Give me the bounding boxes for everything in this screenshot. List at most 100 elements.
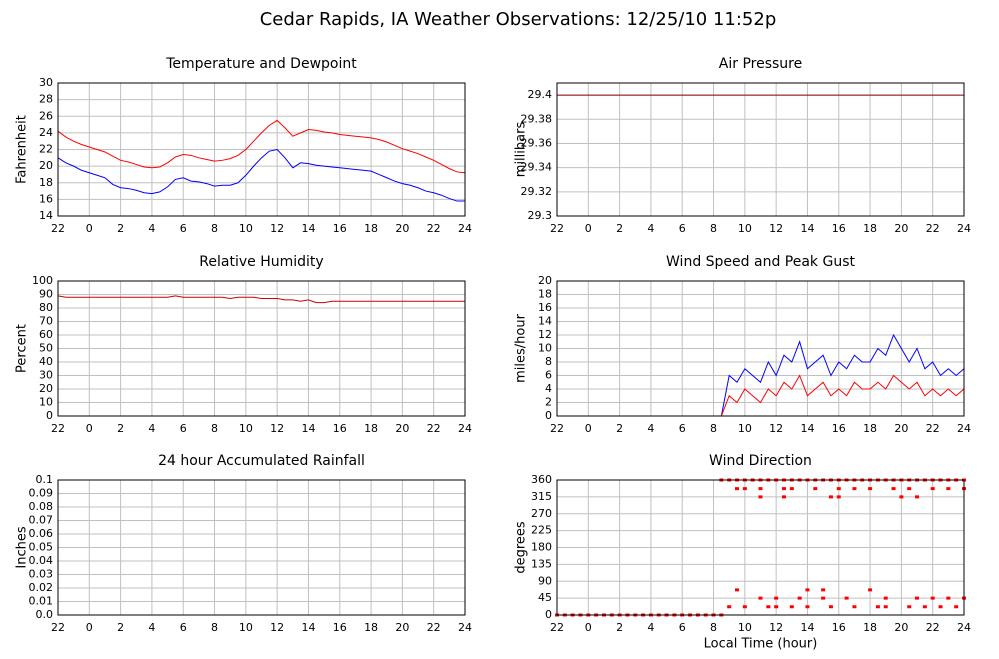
x-tick-label: 8 xyxy=(211,222,218,235)
y-tick-label: 90 xyxy=(538,574,552,587)
y-tick-label: 0.09 xyxy=(29,487,54,500)
x-tick-label: 4 xyxy=(148,422,155,435)
data-point xyxy=(883,596,888,600)
x-tick-label: 22 xyxy=(427,422,441,435)
data-point xyxy=(735,588,740,592)
data-point xyxy=(915,596,920,600)
data-point xyxy=(758,487,763,491)
y-tick-label: 29.3 xyxy=(528,209,553,222)
x-tick-label: 6 xyxy=(180,422,187,435)
data-point xyxy=(813,487,818,491)
figure-title: Cedar Rapids, IA Weather Observations: 1… xyxy=(260,9,777,30)
x-tick-label: 12 xyxy=(769,621,783,634)
data-point xyxy=(797,596,802,600)
y-tick-label: 40 xyxy=(39,355,53,368)
y-tick-label: 225 xyxy=(531,524,552,537)
y-axis-label: Percent xyxy=(15,324,30,373)
x-tick-label: 8 xyxy=(211,621,218,634)
data-point xyxy=(821,588,826,592)
data-line xyxy=(57,295,465,304)
x-tick-label: 8 xyxy=(710,222,717,235)
data-point xyxy=(828,605,833,609)
y-tick-label: 10 xyxy=(39,396,53,409)
x-tick-label: 18 xyxy=(364,222,378,235)
x-tick-label: 24 xyxy=(458,621,472,634)
y-tick-label: 14 xyxy=(538,315,552,328)
data-point xyxy=(883,605,888,609)
data-point xyxy=(828,495,833,499)
data-point xyxy=(766,605,771,609)
y-tick-label: 8 xyxy=(545,355,552,368)
y-tick-label: 0.03 xyxy=(29,568,54,581)
y-tick-label: 20 xyxy=(538,274,552,287)
x-tick-label: 20 xyxy=(395,222,409,235)
y-tick-label: 16 xyxy=(538,301,552,314)
y-tick-label: 0.01 xyxy=(29,595,54,608)
x-tick-label: 20 xyxy=(894,222,908,235)
x-tick-label: 22 xyxy=(926,621,940,634)
subplot-title: Temperature and Dewpoint xyxy=(165,56,357,72)
x-tick-label: 10 xyxy=(239,422,253,435)
x-tick-label: 16 xyxy=(333,222,347,235)
subplot-title: Wind Speed and Peak Gust xyxy=(666,254,855,270)
x-tick-label: 18 xyxy=(364,422,378,435)
x-tick-label: 22 xyxy=(926,222,940,235)
x-tick-label: 20 xyxy=(395,422,409,435)
data-point xyxy=(774,605,779,609)
data-point xyxy=(922,605,927,609)
x-tick-label: 8 xyxy=(211,422,218,435)
y-tick-label: 29.32 xyxy=(521,185,553,198)
y-tick-label: 70 xyxy=(39,315,53,328)
data-point xyxy=(899,495,904,499)
y-tick-label: 0.05 xyxy=(29,541,54,554)
x-tick-label: 16 xyxy=(333,621,347,634)
x-tick-label: 22 xyxy=(51,222,65,235)
y-tick-label: 90 xyxy=(39,288,53,301)
y-tick-label: 0.0 xyxy=(36,608,54,621)
x-tick-label: 6 xyxy=(180,621,187,634)
y-tick-label: 0.06 xyxy=(29,527,54,540)
x-tick-label: 24 xyxy=(458,422,472,435)
data-point xyxy=(891,487,896,491)
x-tick-label: 18 xyxy=(863,222,877,235)
data-point xyxy=(789,605,794,609)
plot-frame xyxy=(556,479,965,616)
y-tick-label: 135 xyxy=(531,557,552,570)
x-tick-label: 4 xyxy=(148,222,155,235)
plot-area xyxy=(557,83,964,216)
y-axis-label: miles/hour xyxy=(514,313,529,382)
y-tick-label: 0.1 xyxy=(36,473,54,486)
y-tick-label: 50 xyxy=(39,342,53,355)
x-tick-label: 24 xyxy=(458,222,472,235)
x-tick-label: 24 xyxy=(957,621,971,634)
y-tick-label: 26 xyxy=(39,109,53,122)
x-tick-label: 2 xyxy=(117,422,124,435)
x-tick-label: 16 xyxy=(832,422,846,435)
x-tick-label: 14 xyxy=(301,222,315,235)
data-point xyxy=(930,487,935,491)
x-tick-label: 0 xyxy=(585,422,592,435)
x-tick-label: 4 xyxy=(647,222,654,235)
x-tick-label: 12 xyxy=(769,422,783,435)
x-tick-label: 18 xyxy=(364,621,378,634)
data-point xyxy=(742,605,747,609)
x-tick-label: 22 xyxy=(926,422,940,435)
plot-frame xyxy=(57,82,466,217)
y-tick-label: 20 xyxy=(39,159,53,172)
data-point xyxy=(930,596,935,600)
data-point xyxy=(805,605,810,609)
x-tick-label: 8 xyxy=(710,621,717,634)
x-tick-label: 4 xyxy=(647,621,654,634)
y-axis-label: Inches xyxy=(15,526,30,568)
data-point xyxy=(907,605,912,609)
x-tick-label: 22 xyxy=(550,621,564,634)
x-tick-label: 16 xyxy=(333,422,347,435)
y-tick-label: 10 xyxy=(538,342,552,355)
x-tick-label: 8 xyxy=(710,422,717,435)
x-tick-label: 16 xyxy=(832,621,846,634)
x-tick-label: 24 xyxy=(957,422,971,435)
x-tick-label: 6 xyxy=(679,222,686,235)
y-tick-label: 29.4 xyxy=(528,88,553,101)
x-tick-label: 18 xyxy=(863,422,877,435)
x-tick-label: 16 xyxy=(832,222,846,235)
